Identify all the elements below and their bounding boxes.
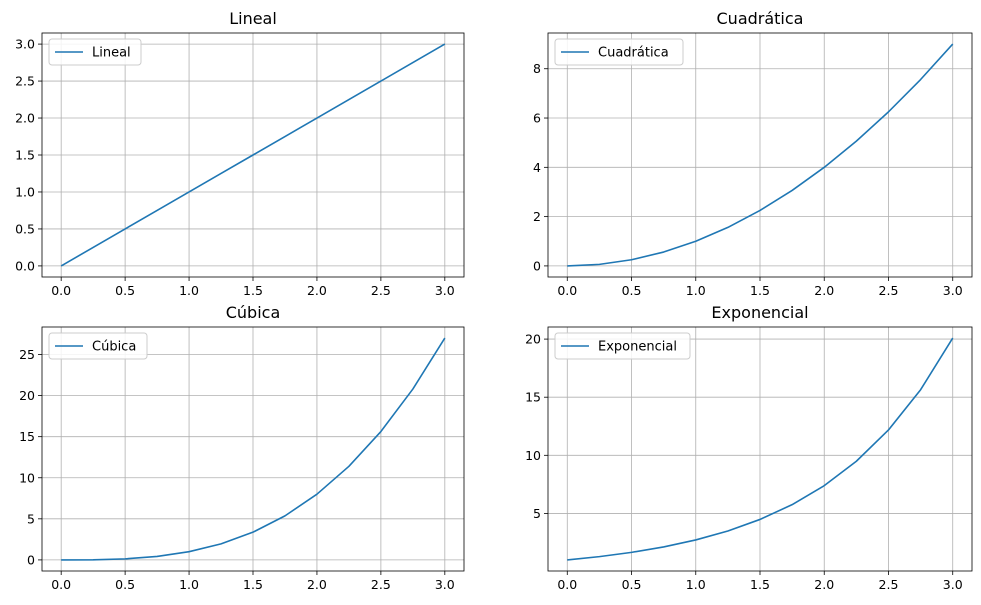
y-tick-label: 6 — [533, 111, 541, 126]
x-tick-label: 0.5 — [115, 283, 135, 298]
y-tick-label: 10 — [19, 470, 35, 485]
legend-label: Cuadrática — [598, 46, 669, 61]
y-tick-label: 3.0 — [15, 37, 35, 52]
y-tick-label: 2.5 — [15, 74, 35, 89]
x-tick-label: 0.0 — [51, 283, 71, 298]
series-line — [567, 337, 954, 561]
chart-title: Cúbica — [226, 303, 281, 322]
legend-box — [48, 38, 142, 66]
y-tick-label: 0 — [533, 258, 541, 273]
y-tick-label: 0.5 — [15, 221, 35, 236]
legend: Cuadrática — [554, 38, 684, 66]
y-tick-label: 20 — [19, 388, 35, 403]
legend-box — [554, 332, 691, 360]
x-tick-label: 1.0 — [179, 577, 199, 592]
legend: Exponencial — [554, 332, 691, 360]
y-tick-label: 25 — [19, 347, 35, 362]
legend-label: Exponencial — [598, 340, 677, 355]
chart-title: Lineal — [229, 9, 277, 28]
chart-title: Exponencial — [711, 303, 808, 322]
x-tick-label: 3.0 — [435, 283, 455, 298]
x-tick-label: 0.5 — [622, 577, 642, 592]
x-tick-label: 0.0 — [557, 577, 577, 592]
x-tick-label: 3.0 — [943, 283, 963, 298]
x-tick-label: 1.0 — [686, 283, 706, 298]
y-tick-label: 15 — [19, 429, 35, 444]
x-tick-label: 0.0 — [51, 577, 71, 592]
x-tick-label: 2.0 — [814, 577, 834, 592]
x-tick-label: 2.0 — [814, 283, 834, 298]
y-tick-label: 0 — [27, 552, 35, 567]
x-tick-label: 2.0 — [307, 283, 327, 298]
x-tick-label: 0.0 — [557, 283, 577, 298]
x-tick-label: 3.0 — [943, 577, 963, 592]
subplot-1: 0.0 0.5 1.0 1.5 2.0 2.5 3.0 0.0 0.5 1.0 1.5 2.0 2.5 3… — [15, 9, 465, 298]
x-tick-label: 2.5 — [371, 577, 391, 592]
y-tick-label: 8 — [533, 61, 541, 76]
x-tick-label: 1.5 — [750, 577, 770, 592]
legend-box — [554, 38, 684, 66]
y-tick-label: 5 — [27, 511, 35, 526]
x-tick-label: 2.5 — [371, 283, 391, 298]
legend-label: Lineal — [92, 46, 131, 61]
y-tick-label: 1.0 — [15, 184, 35, 199]
subplot-2: 0.0 0.5 1.0 1.5 2.0 2.5 3.0 0 2 4 6 8 Cuadrática Cuad… — [533, 9, 973, 298]
y-tick-label: 2.0 — [15, 111, 35, 126]
chart-title: Cuadrática — [717, 9, 804, 28]
x-tick-label: 1.5 — [243, 577, 263, 592]
x-tick-label: 2.0 — [307, 577, 327, 592]
y-tick-label: 1.5 — [15, 148, 35, 163]
x-tick-label: 1.0 — [179, 283, 199, 298]
y-tick-label: 5 — [533, 506, 541, 521]
x-tick-label: 1.0 — [686, 577, 706, 592]
x-tick-label: 2.5 — [879, 577, 899, 592]
x-tick-label: 2.5 — [879, 283, 899, 298]
y-tick-label: 20 — [525, 332, 541, 347]
subplot-3: 0.0 0.5 1.0 1.5 2.0 2.5 3.0 0 5 10 15 20 25 Cúbica Cúb… — [19, 303, 465, 592]
y-tick-label: 0.0 — [15, 258, 35, 273]
series-line — [60, 43, 446, 267]
subplot-4: 0.0 0.5 1.0 1.5 2.0 2.5 3.0 5 10 15 20 Exponencial E… — [525, 303, 973, 592]
x-tick-label: 1.5 — [243, 283, 263, 298]
legend: Cúbica — [48, 332, 148, 360]
y-tick-label: 4 — [533, 160, 541, 175]
x-tick-label: 0.5 — [115, 577, 135, 592]
y-tick-label: 10 — [525, 448, 541, 463]
legend: Lineal — [48, 38, 142, 66]
y-tick-label: 15 — [525, 390, 541, 405]
legend-label: Cúbica — [92, 340, 136, 355]
y-tick-label: 2 — [533, 209, 541, 224]
legend-box — [48, 332, 148, 360]
x-tick-label: 0.5 — [622, 283, 642, 298]
x-tick-label: 1.5 — [750, 283, 770, 298]
series-line — [567, 43, 954, 267]
series-line — [61, 337, 446, 561]
x-tick-label: 3.0 — [435, 577, 455, 592]
